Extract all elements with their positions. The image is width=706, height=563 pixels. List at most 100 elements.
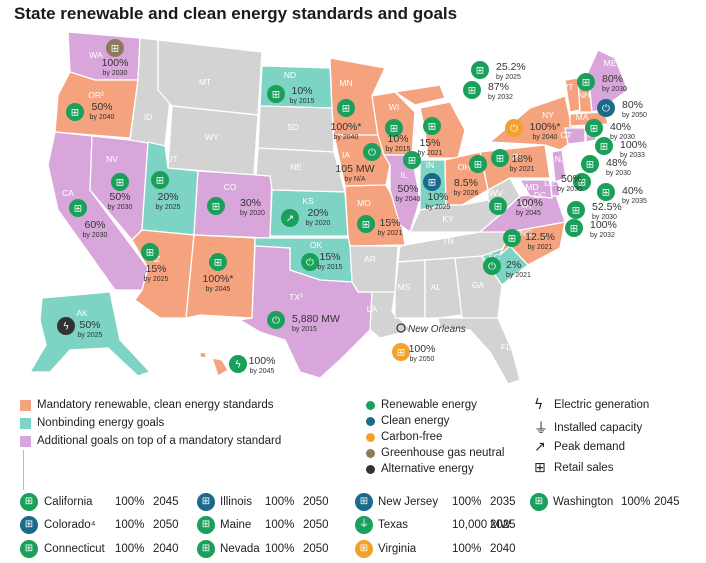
state-AK[interactable] [28,291,152,377]
goal-marker-ND[interactable] [267,85,285,103]
state-HI[interactable] [199,351,229,377]
goal-marker-NH[interactable] [597,99,615,117]
goal-marker-NJ[interactable] [573,173,591,191]
state-label-SC: SC [488,252,500,262]
state-AR[interactable] [349,245,399,293]
state-label-GA: GA [472,280,485,290]
legend-swatch [20,417,31,429]
goal-marker-CA[interactable] [69,199,87,217]
state-label-TX: TX³ [289,292,303,302]
state-label-CO: CO [224,182,237,192]
plug-icon: ⏻ [488,262,496,273]
goal-by-PA: by 2021 [510,166,535,173]
goal-marker-MA[interactable] [585,119,603,137]
state-label-WA: WA [89,50,103,60]
goal-marker-MN[interactable] [337,99,355,117]
goal-marker-DC[interactable] [565,219,583,237]
state-label-IA: IA [342,150,350,160]
state-FL[interactable] [437,317,521,385]
table-pct: 100% [115,519,145,531]
goal-marker-WI[interactable] [385,119,403,137]
goal-value-VT: 25.2% [496,61,526,73]
goal-marker-WA[interactable] [106,39,124,57]
goal-value-IA: 105 MW [335,163,374,175]
goal-marker-HI[interactable] [229,355,247,373]
goal-marker-NM[interactable] [209,253,227,271]
goal-marker-OK[interactable] [301,253,319,271]
goal-marker-VT2[interactable] [463,81,481,99]
goal-marker-MO[interactable] [357,215,375,233]
legend-dot-item: Renewable energy [366,399,477,411]
state-MD[interactable] [518,179,553,199]
cart-icon: ⊞ [600,142,608,153]
goal-by-NY: by 2040 [533,134,558,141]
state-label-WY: WY [205,132,219,142]
goal-marker-UT[interactable] [151,171,169,189]
goal-marker-DE[interactable] [597,183,615,201]
cart-icon: ⊞ [74,204,82,215]
goal-marker-CO[interactable] [207,197,225,215]
legend-dot-item: Carbon-free [366,431,442,443]
cart-icon: ⊞ [428,178,436,189]
goal-marker-OH[interactable] [469,155,487,173]
state-TX[interactable] [238,245,373,379]
goal-marker-RI[interactable] [595,137,613,155]
state-ME[interactable] [587,49,629,113]
goal-by-MD: by 2030 [592,214,617,221]
state-AL[interactable] [424,257,463,319]
goal-marker-NC[interactable] [503,229,521,247]
goal-marker-OR[interactable] [66,103,84,121]
goal-by-IL: by 2040 [396,196,421,203]
goal-marker-SC[interactable] [483,257,501,275]
goal-marker-AK[interactable] [57,317,75,335]
state-NJ[interactable] [551,149,567,183]
goal-value-NM: 100%* [203,273,234,285]
goal-marker-WV_VA[interactable] [489,197,507,215]
goal-marker-CT[interactable] [581,155,599,173]
new-orleans-marker [396,323,406,333]
state-label-AK: AK [76,308,88,318]
goal-by-WV_VA: by 2045 [516,210,541,217]
goal-by-DE: by 2035 [622,198,647,205]
cart-icon: ⊞ [20,493,38,511]
legend-icon-item: ϟ Electric generation [534,397,649,413]
cart-icon: ⊞ [111,44,119,55]
goal-marker-IN[interactable] [423,173,441,191]
state-CT[interactable] [564,127,586,145]
table-pct: 100% [115,496,145,508]
goal-by-NH: by 2050 [622,112,647,119]
cart-icon: ⊞ [408,156,416,167]
state-NM[interactable] [185,234,256,319]
goal-marker-IL[interactable] [403,151,421,169]
legend-dot-item: Greenhouse gas neutral [366,447,504,459]
state-MS[interactable] [394,259,426,319]
state-label-UT: UT [166,154,177,164]
bolt-icon: ϟ [63,322,70,333]
state-label-WV: WV [489,188,503,198]
goal-marker-IA[interactable] [363,143,381,161]
cart-icon: ⊞ [476,66,484,77]
legend-label: Retail sales [554,462,614,474]
table-year: 2025 [490,519,516,531]
legend-dot-item: Clean energy [366,415,449,427]
goal-marker-NV[interactable] [111,173,129,191]
goal-marker-PA[interactable] [491,149,509,167]
goal-marker-MI[interactable] [423,117,441,135]
goal-marker-KS[interactable] [281,209,299,227]
goal-marker-MD[interactable] [567,201,585,219]
goal-marker-NO[interactable] [392,343,410,361]
goal-marker-ME[interactable] [577,73,595,91]
state-label-AL: AL [431,282,442,292]
legend-label: Renewable energy [381,399,477,411]
table-year: 2050 [153,519,179,531]
goal-value-DC: 100% [590,219,617,231]
goal-by-OR: by 2040 [90,114,115,121]
goal-marker-TX[interactable] [267,311,285,329]
goal-marker-NY[interactable] [505,119,523,137]
plug-icon: ⏻ [306,258,314,269]
goal-marker-VT[interactable] [471,61,489,79]
goal-by-MA: by 2030 [610,134,635,141]
state-label-AR: AR [364,254,376,264]
goal-marker-AZ[interactable] [141,243,159,261]
goal-by-AZ: by 2025 [144,276,169,283]
